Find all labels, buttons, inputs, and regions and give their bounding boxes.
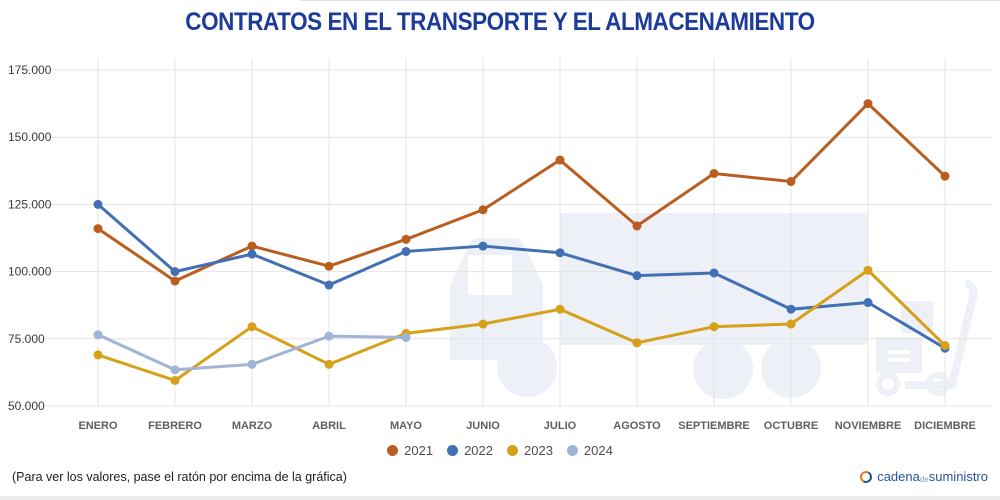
data-point[interactable] [478, 241, 488, 251]
data-point[interactable] [324, 280, 334, 290]
data-point[interactable] [324, 261, 334, 271]
y-axis-tick-label: 100.000 [8, 265, 52, 279]
data-point[interactable] [940, 171, 950, 181]
series-2021 [93, 99, 950, 286]
x-axis-tick-label: JUNIO [466, 420, 500, 430]
data-point[interactable] [632, 271, 642, 281]
data-point[interactable] [247, 241, 257, 251]
legend-item-2024[interactable]: 2024 [566, 442, 613, 458]
x-axis-tick-label: SEPTIEMBRE [678, 420, 750, 430]
logo-word-de: de [919, 475, 929, 484]
legend-item-2023[interactable]: 2023 [507, 443, 553, 458]
hand-truck-icon [876, 279, 978, 396]
data-point[interactable] [863, 99, 873, 109]
series-line-2022 [96, 202, 947, 350]
x-axis-tick-label: MAYO [390, 420, 422, 430]
data-point[interactable] [247, 249, 257, 259]
x-axis-tick-label: ENERO [78, 420, 118, 430]
data-point[interactable] [401, 332, 411, 342]
legend-dot-icon [447, 444, 459, 456]
series-line-2021 [96, 102, 947, 283]
data-point[interactable] [93, 350, 103, 360]
x-axis-tick-label: OCTUBRE [764, 420, 818, 430]
top-edge-line [300, 0, 1000, 1]
data-point[interactable] [170, 365, 180, 375]
logo-ring-icon [858, 469, 874, 484]
series-2023 [93, 265, 950, 385]
logo-word-cadena: cadena [877, 469, 920, 484]
data-point[interactable] [93, 330, 103, 340]
x-axis-tick-label: ABRIL [312, 420, 346, 430]
truck-wheel-front [497, 337, 557, 397]
data-point[interactable] [93, 224, 103, 234]
legend-label: 2022 [464, 442, 493, 458]
data-point[interactable] [401, 234, 411, 244]
logo-text: cadenadesuministro [877, 469, 988, 484]
data-point[interactable] [786, 319, 796, 329]
data-point[interactable] [478, 319, 488, 329]
series-2024 [93, 330, 411, 375]
data-point[interactable] [709, 322, 719, 332]
x-axis-tick-label: FEBRERO [148, 420, 202, 430]
footer-bar: (Para ver los valores, pase el ratón por… [0, 469, 1000, 484]
legend-label: 2021 [404, 442, 434, 458]
data-point[interactable] [632, 221, 642, 231]
chart-title: CONTRATOS EN EL TRANSPORTE Y EL ALMACENA… [185, 8, 815, 36]
data-point[interactable] [401, 246, 411, 256]
cadena-de-suministro-logo[interactable]: cadenadesuministro [858, 469, 988, 484]
y-axis-tick-label: 50.000 [8, 399, 45, 413]
x-axis-tick-label: JULIO [544, 420, 577, 430]
series-line-2023 [96, 268, 947, 382]
data-point[interactable] [170, 267, 180, 277]
x-axis-tick-label: MARZO [232, 420, 273, 430]
data-point[interactable] [555, 304, 565, 314]
truck-wheel-rear1 [693, 339, 753, 399]
legend-item-2022[interactable]: 2022 [447, 443, 493, 458]
data-point[interactable] [632, 338, 642, 348]
data-point[interactable] [247, 322, 257, 332]
data-point[interactable] [786, 177, 796, 187]
data-point[interactable] [555, 155, 565, 165]
legend-dot-icon [507, 444, 518, 456]
data-point[interactable] [324, 331, 334, 341]
data-point[interactable] [170, 276, 180, 286]
data-point[interactable] [709, 268, 719, 278]
data-point[interactable] [478, 205, 488, 215]
legend-dot-icon [566, 444, 578, 456]
x-axis-tick-label: NOVIEMBRE [835, 420, 902, 430]
data-point[interactable] [170, 375, 180, 385]
y-axis-tick-label: 150.000 [8, 130, 52, 144]
data-point[interactable] [93, 199, 103, 209]
line-chart-plot-area[interactable]: 175.000 150.000 125.000 100.000 75.000 50.000… [0, 55, 1000, 430]
y-axis-tick-label: 75.000 [8, 332, 45, 346]
data-point[interactable] [555, 248, 565, 258]
data-point[interactable] [863, 298, 873, 308]
truck-window [468, 255, 512, 295]
data-point[interactable] [940, 341, 950, 351]
data-point[interactable] [324, 359, 334, 369]
watermark-group [450, 213, 978, 399]
logo-word-suministro: suministro [928, 469, 988, 484]
data-point[interactable] [786, 304, 796, 314]
legend-item-2021[interactable]: 2021 [387, 443, 433, 458]
chart-legend: 2021 2022 2023 2024 [0, 440, 1000, 460]
bottom-strip [0, 496, 1000, 500]
legend-label: 2023 [524, 442, 553, 458]
y-axis-tick-label: 175.000 [8, 63, 52, 77]
data-point[interactable] [863, 265, 873, 275]
data-point[interactable] [247, 359, 257, 369]
hover-hint-text: (Para ver los valores, pase el ratón por… [12, 469, 347, 484]
data-point[interactable] [709, 168, 719, 178]
y-axis-tick-label: 125.000 [8, 197, 52, 211]
x-axis-tick-label: AGOSTO [613, 420, 661, 430]
x-axis-tick-label: DICIEMBRE [914, 420, 976, 430]
legend-label: 2024 [583, 442, 613, 458]
legend-dot-icon [387, 444, 399, 456]
